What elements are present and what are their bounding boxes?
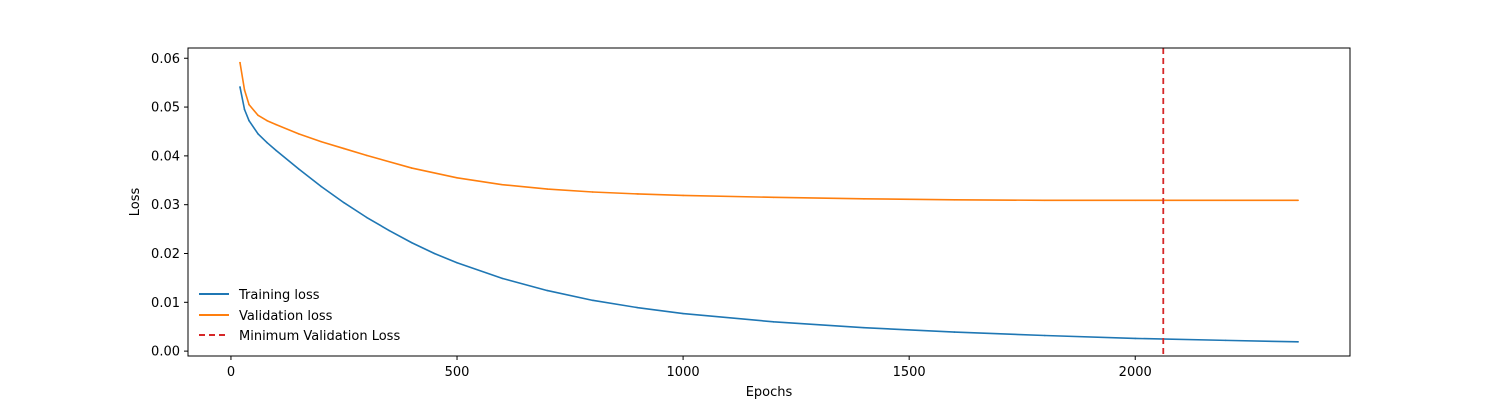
series-0-point (456, 261, 458, 264)
legend-label-validation: Validation loss (239, 309, 333, 324)
series-0-point (637, 306, 639, 309)
series-0-point (433, 252, 436, 255)
y-tick-label: 0.04 (151, 149, 180, 164)
series-1-point (275, 123, 277, 126)
series-0-point (1044, 334, 1046, 337)
series-1-point (257, 114, 259, 117)
legend-label-training: Training loss (238, 288, 320, 303)
series-1-point (411, 167, 413, 169)
series-0-point (546, 289, 549, 292)
series-1-point (682, 194, 684, 197)
series-0-point (591, 299, 594, 302)
series-0-point (320, 185, 323, 188)
series-1-point (1297, 199, 1299, 202)
series-0-point (501, 277, 504, 280)
series-1-point (1134, 199, 1137, 202)
series-0-point (772, 321, 775, 323)
series-1-point (1224, 199, 1227, 202)
y-tick-label: 0.06 (151, 52, 180, 67)
series-1-point (248, 103, 250, 106)
series-0-point (239, 86, 241, 88)
y-ticks: 0.00 0.01 0.02 0.03 0.04 0.05 0.06 (151, 52, 188, 360)
x-tick-label: 500 (445, 365, 470, 380)
y-tick-label: 0.05 (151, 101, 180, 116)
plot-frame (187, 47, 1351, 357)
x-tick-label: 0 (227, 365, 235, 380)
series-0-point (275, 149, 277, 152)
series-1-point (456, 177, 458, 179)
series-line-0 (239, 86, 1299, 343)
series-1-point (772, 196, 775, 199)
y-axis-label: Loss (128, 188, 143, 217)
series-1-point (243, 89, 246, 91)
series-0-point (1134, 337, 1137, 340)
series-layer (239, 61, 1299, 343)
series-0-point (388, 229, 391, 232)
x-tick-label: 1000 (667, 365, 700, 380)
series-1-point (637, 193, 639, 195)
series-0-point (411, 241, 413, 244)
series-0-point (257, 133, 259, 135)
y-tick-label: 0.00 (151, 345, 180, 360)
series-1-point (546, 188, 549, 190)
series-1-point (953, 199, 956, 201)
series-1-point (591, 191, 594, 193)
series-0-point (682, 312, 684, 315)
legend: Training loss Validation loss Minimum Va… (199, 288, 400, 344)
series-0-point (266, 141, 268, 144)
series-0-point (243, 108, 246, 111)
series-0-point (365, 216, 368, 219)
series-0-point (863, 326, 865, 329)
series-1-point (297, 133, 300, 135)
x-ticks: 0 500 1000 1500 2000 (227, 356, 1152, 380)
x-tick-label: 2000 (1119, 365, 1152, 380)
series-1-point (501, 183, 504, 186)
series-1-point (239, 61, 241, 64)
series-0-point (343, 201, 345, 204)
series-0-point (297, 168, 300, 170)
series-line-1 (239, 61, 1299, 202)
x-axis-label: Epochs (746, 385, 793, 400)
series-0-point (1224, 339, 1227, 342)
series-1-point (365, 154, 368, 157)
y-tick-label: 0.02 (151, 247, 180, 262)
series-0-point (1297, 341, 1299, 343)
series-1-point (320, 140, 323, 143)
series-1-point (863, 198, 865, 200)
y-tick-label: 0.01 (151, 296, 180, 311)
series-0-point (953, 331, 956, 333)
series-1-point (1044, 199, 1046, 202)
y-tick-label: 0.03 (151, 198, 180, 213)
x-tick-label: 1500 (893, 365, 926, 380)
series-1-point (343, 147, 345, 150)
series-1-point (266, 119, 268, 122)
legend-label-min-val: Minimum Validation Loss (239, 329, 400, 344)
series-0-point (248, 119, 250, 122)
